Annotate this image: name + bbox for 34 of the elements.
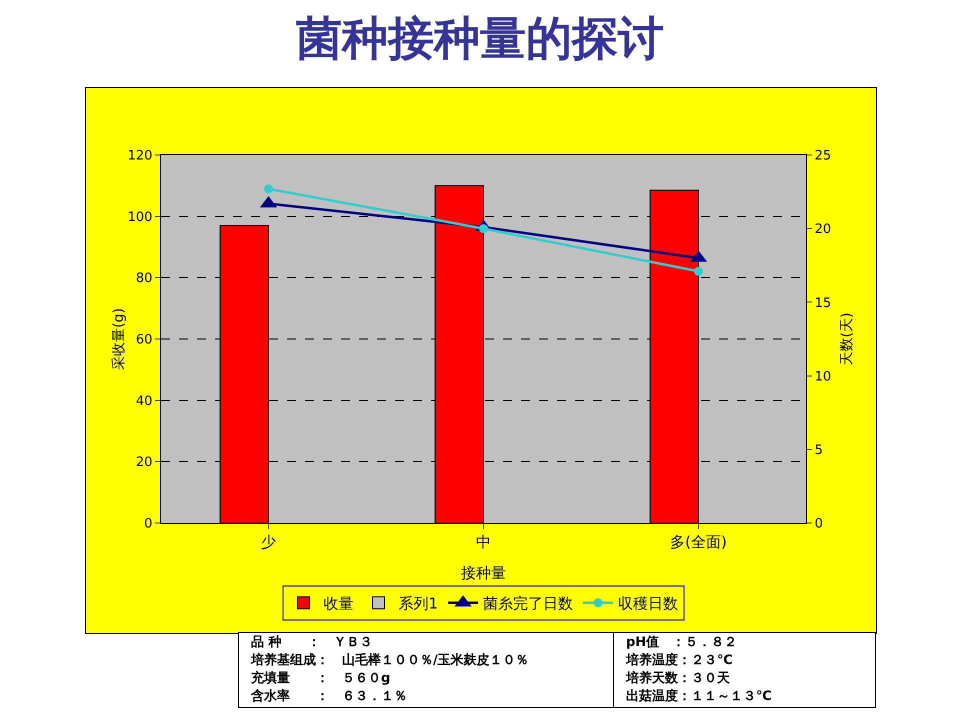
y2-axis-title: 天数(天) [839,312,855,366]
text: pH值 ：５．８２ [626,634,738,652]
y-tick-label: 20 [136,455,152,470]
y-axis-title: 采收量(g) [111,308,127,370]
text: 充填量 ： ５６０g [251,670,392,688]
y-tick-label: 120 [128,148,152,164]
y-tick-label: 60 [136,332,152,348]
x-axis-title: 接种量 [461,564,506,582]
y2-tick-label: 25 [814,148,832,164]
y2-tick-label: 20 [814,222,832,238]
y2-tick-label: 5 [814,442,823,458]
text: 含水率 ： ６３．１％ [251,688,408,706]
point [264,184,273,194]
x-tick-label: 少 [261,533,276,551]
point [694,266,703,276]
x-tick-label: 多(全面) [670,533,727,551]
x-tick-label: 中 [476,533,491,551]
legend-label: 收量 [324,594,354,613]
y-tick-label: 40 [136,394,152,409]
text: 培养天数：３０天 [626,670,731,688]
text: 品 种 ： ＹＢ３ [251,634,374,652]
y-tick-label: 80 [136,271,152,286]
text: 培养基组成： 山毛榉１００％/玉米麸皮１０％ [251,652,530,670]
y2-tick-label: 10 [814,369,832,384]
y-tick-label: 100 [128,210,152,225]
text: 出菇温度：１１～１３℃ [626,688,772,706]
legend-label: 菌糸完了日数 [483,594,574,613]
y2-tick-label: 0 [814,516,823,532]
chart-title: 菌种接种量的探讨 [295,10,665,67]
text: 培养温度：２３℃ [626,652,734,670]
y-tick-label: 0 [144,516,152,532]
y2-tick-label: 15 [814,296,832,311]
legend-label: 系列1 [398,594,438,613]
legend-label: 収穫日数 [618,594,678,613]
